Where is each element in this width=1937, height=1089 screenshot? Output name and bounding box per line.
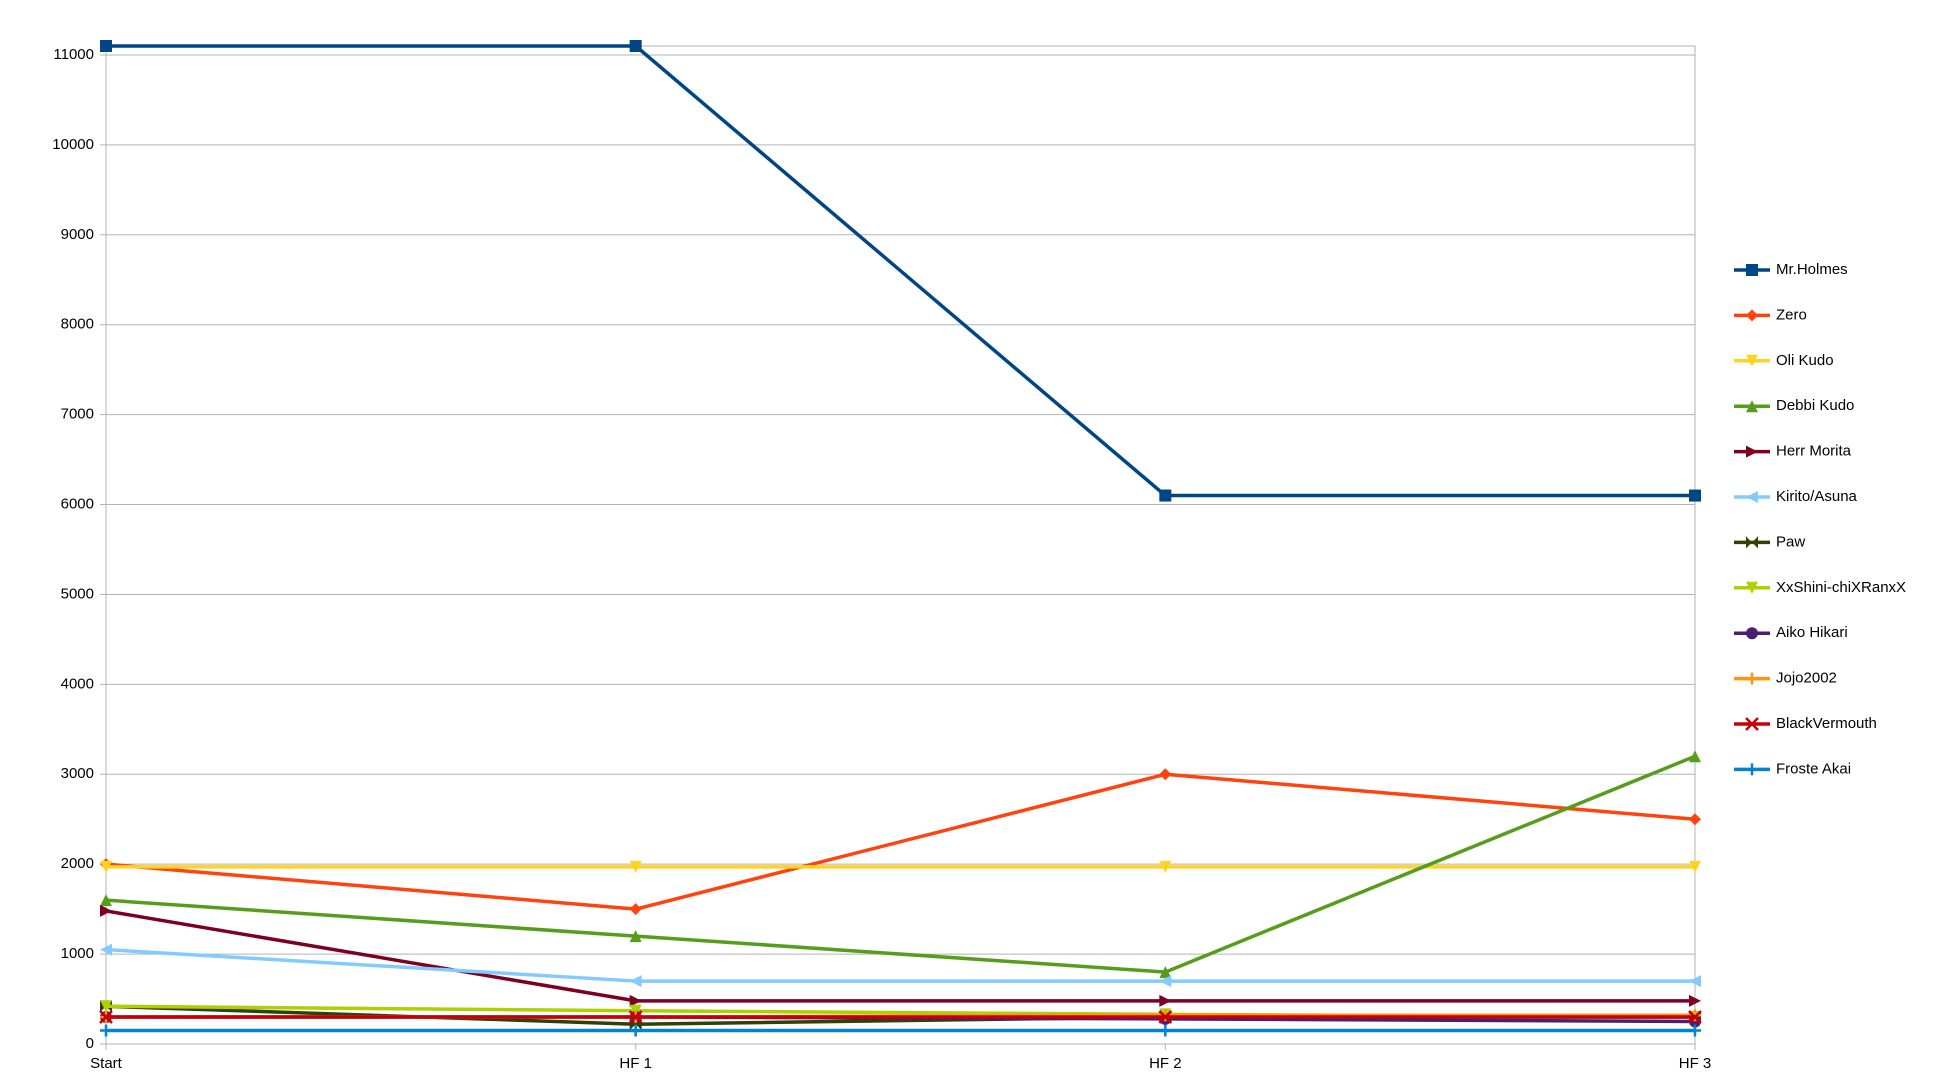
marker (1746, 581, 1758, 594)
marker (1159, 489, 1172, 502)
marker (629, 903, 642, 916)
x-tick-label: HF 3 (1679, 1055, 1712, 1072)
legend-label: Oli Kudo (1776, 352, 1834, 369)
marker (1746, 354, 1758, 367)
marker (1689, 975, 1701, 988)
y-tick-label: 9000 (61, 226, 94, 243)
x-tick-label: HF 2 (1149, 1055, 1182, 1072)
plot-frame (105, 45, 1696, 1045)
marker (1746, 264, 1758, 276)
marker (1746, 491, 1758, 503)
marker (1689, 750, 1701, 763)
y-tick-label: 7000 (61, 406, 94, 423)
series (100, 750, 1701, 979)
legend-label: Jojo2002 (1776, 670, 1837, 687)
legend-label: Kirito/Asuna (1776, 488, 1858, 505)
marker (629, 930, 642, 943)
marker (1689, 813, 1701, 826)
marker (1159, 1024, 1172, 1037)
y-tick-label: 2000 (61, 855, 94, 872)
marker (1689, 860, 1701, 873)
marker (100, 860, 112, 873)
marker (1159, 966, 1172, 979)
marker (629, 975, 642, 988)
y-tick-label: 1000 (61, 945, 94, 962)
marker (1746, 536, 1758, 549)
legend-label: Paw (1776, 533, 1805, 550)
marker (1159, 768, 1172, 781)
marker (629, 860, 642, 873)
y-tick-label: 6000 (61, 496, 94, 513)
legend-label: Herr Morita (1776, 443, 1852, 460)
x-tick-label: Start (90, 1055, 123, 1072)
y-tick-label: 4000 (61, 675, 94, 692)
y-tick-label: 3000 (61, 765, 94, 782)
legend-label: BlackVermouth (1776, 715, 1877, 732)
marker (628, 1010, 643, 1024)
marker (629, 1024, 642, 1037)
marker (99, 1010, 113, 1024)
marker (1745, 717, 1759, 731)
marker (1746, 627, 1758, 640)
series-line (105, 909, 1695, 1003)
series-line (105, 754, 1696, 974)
marker (1746, 309, 1758, 322)
marker (1159, 975, 1172, 988)
legend-label: XxShini-chiXRanxX (1776, 579, 1906, 596)
marker (100, 904, 112, 917)
marker (1689, 1009, 1701, 1022)
marker (1159, 860, 1172, 873)
marker (1159, 1009, 1172, 1022)
marker (100, 40, 112, 52)
series-line (106, 44, 1695, 498)
y-tick-label: 5000 (61, 585, 94, 602)
marker (1746, 763, 1758, 776)
legend-label: Froste Akai (1776, 760, 1851, 777)
marker (629, 994, 642, 1007)
marker (100, 1024, 112, 1037)
series-line (105, 947, 1695, 983)
legend-label: Aiko Hikari (1776, 624, 1848, 641)
series (99, 1010, 1702, 1024)
legend-label: Zero (1776, 306, 1807, 323)
marker (100, 894, 112, 907)
series (100, 1024, 1701, 1037)
marker (1158, 1010, 1173, 1024)
marker (1746, 400, 1758, 413)
marker (1689, 489, 1701, 502)
y-tick-label: 11000 (53, 46, 94, 63)
marker (1689, 994, 1701, 1007)
series (100, 904, 1701, 1007)
legend-label: Mr.Holmes (1776, 261, 1848, 278)
series (100, 768, 1701, 916)
marker (1159, 994, 1172, 1007)
y-tick-label: 0 (86, 1035, 94, 1052)
y-tick-label: 8000 (61, 316, 94, 333)
marker (629, 40, 642, 52)
marker (1688, 1010, 1702, 1024)
marker (1746, 445, 1758, 458)
y-tick-label: 10000 (52, 136, 94, 153)
series (100, 40, 1701, 502)
series-line (105, 772, 1696, 911)
marker (100, 1000, 112, 1013)
series (100, 943, 1701, 988)
marker (1689, 1024, 1701, 1037)
marker (1746, 672, 1758, 685)
marker (100, 943, 112, 956)
series (100, 860, 1701, 873)
marker (629, 1004, 642, 1017)
x-tick-label: HF 1 (619, 1055, 652, 1072)
legend-label: Debbi Kudo (1776, 397, 1854, 414)
